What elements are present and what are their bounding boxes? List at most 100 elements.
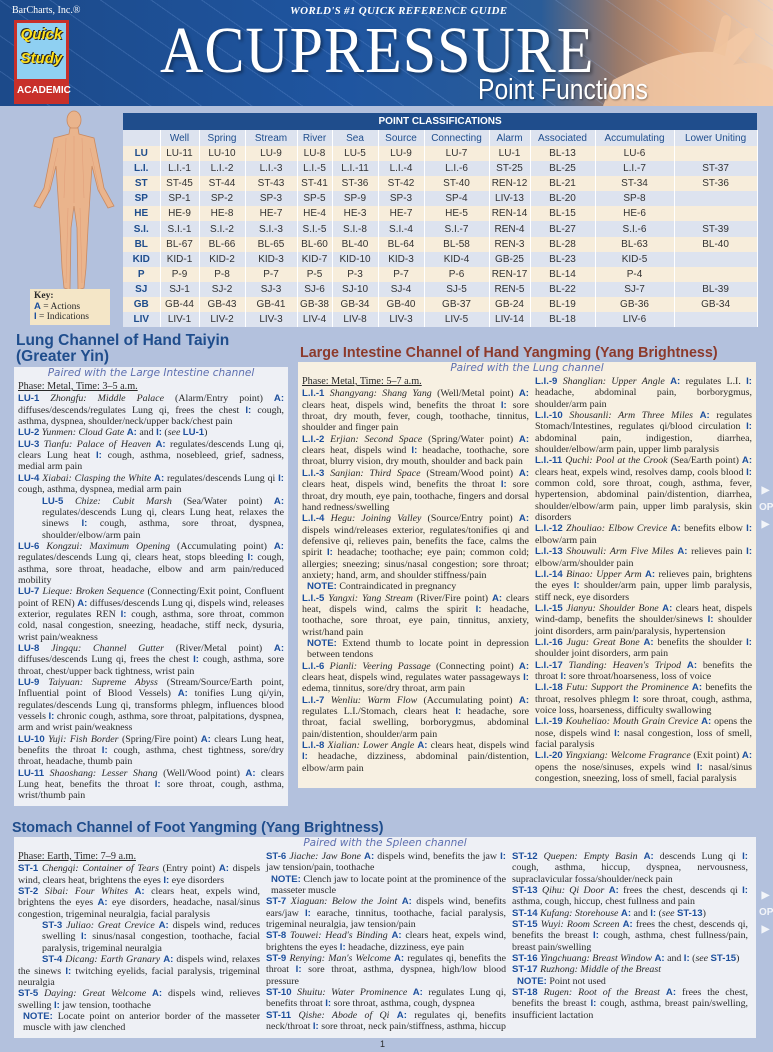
table-cell: LIV-2 xyxy=(199,312,246,328)
table-cell: BL-25 xyxy=(530,161,596,177)
indications-label: I: xyxy=(80,931,87,943)
actions-label: A: xyxy=(518,388,529,400)
point-code: L.I.-7 xyxy=(302,694,325,706)
indications-label: I: xyxy=(590,998,597,1010)
indications-label: I: xyxy=(193,654,199,666)
table-cell: L.I.-3 xyxy=(245,161,298,177)
actions-label: A: xyxy=(518,694,530,706)
table-cell: ST-36 xyxy=(674,176,758,192)
actions-label: A: xyxy=(364,851,375,862)
actions-label: A: xyxy=(620,907,632,919)
actions-label: A: xyxy=(643,851,654,862)
table-cell: BL-40 xyxy=(332,236,379,252)
indications-label: I: xyxy=(560,670,567,682)
indications-text: cough, asthma, sore throat, chest/upper … xyxy=(18,654,285,677)
table-row: LIV LIV-1 LIV-2 LIV-3 LIV-4 LIV-8 LIV-3 LIV-5 LI… xyxy=(123,312,758,328)
indications-text: cough, asthma, chest fullness/pain, brea… xyxy=(512,930,749,953)
publisher-name: BarCharts, Inc.® xyxy=(12,5,81,16)
point-code: L.I.-1 xyxy=(302,388,325,400)
table-cell: ST-42 xyxy=(378,176,425,192)
point-name: Xiabai: Clasping the White xyxy=(42,472,152,484)
table-cell: KID-2 xyxy=(199,251,246,267)
indications-label: I: xyxy=(101,745,108,757)
table-cell: REN-5 xyxy=(489,281,531,297)
open-tab[interactable]: ▶OPEN▶ xyxy=(759,887,773,938)
indications-text: cough, asthma, dyspnea, shoulder/neck/up… xyxy=(18,404,285,428)
indications-label: I: xyxy=(325,998,332,1010)
point-entry: LU-9 Taiyuan: Supreme Abyss (Stream/Sour… xyxy=(18,677,284,734)
table-cell: LIV-8 xyxy=(332,312,379,328)
point-type: (Alarm/Entry point) xyxy=(175,393,263,405)
table-cell: ST-44 xyxy=(199,176,246,192)
point-name: Rugen: Root of the Breast xyxy=(543,987,660,999)
indications-label: I: xyxy=(746,523,753,535)
indications-label: I: xyxy=(339,941,346,953)
point-code: L.I.-11 xyxy=(535,455,563,467)
actions-text: benefits the throat, resolves phlegm xyxy=(535,682,752,705)
actions-label: A: xyxy=(622,919,633,931)
see-text: see xyxy=(695,953,709,965)
note-text: Contraindicated in pregnancy xyxy=(339,581,457,593)
stomach-channel-title: Stomach Channel of Foot Yangming (Yang B… xyxy=(12,820,384,836)
table-cell: GB-38 xyxy=(297,296,333,313)
actions-text: dispels wind, relaxes the sinews xyxy=(18,954,260,977)
row-label: S.I. xyxy=(123,221,161,237)
indications-text: elbow/arm pain xyxy=(535,534,597,546)
point-entry: ST-4 Dicang: Earth Granary A: dispels wi… xyxy=(18,954,260,988)
human-body-illustration xyxy=(33,110,115,291)
point-entry: ST-12 Quepen: Empty Basin A: descends Lu… xyxy=(512,851,748,885)
point-name: Quchi: Pool at the Crook xyxy=(565,455,668,467)
large-intestine-channel-section: Paired with the Lung channel Phase: Meta… xyxy=(298,362,756,789)
table-cell: L.I.-2 xyxy=(199,161,246,177)
indications-text: earache, tinnitus, toothache, facial par… xyxy=(266,907,507,931)
table-row: BL BL-67 BL-66 BL-65 BL-60 BL-40 BL-64 BL-58 REN… xyxy=(123,236,758,252)
point-type: (Spring/Fire point) xyxy=(121,733,198,745)
open-tab[interactable]: ▶OPEN▶ xyxy=(759,482,773,533)
point-code: L.I.-17 xyxy=(535,659,563,671)
actions-text: clears Lung heat, benefits the throat xyxy=(18,767,285,791)
point-code: L.I.-4 xyxy=(302,513,325,525)
actions-label: A: xyxy=(218,863,229,875)
table-cell: LU-9 xyxy=(245,146,298,162)
actions-text: diffuses/descends Lung qi, frees the che… xyxy=(18,654,190,666)
table-cell: BL-58 xyxy=(424,236,490,252)
table-cell: BL-64 xyxy=(378,236,425,252)
note: NOTE: Locate point on anterior border of… xyxy=(18,1011,260,1034)
point-entry: ST-8 Touwei: Head's Binding A: clears he… xyxy=(266,930,506,953)
point-entry: ST-6 Jiache: Jaw Bone A: dispels wind, b… xyxy=(266,851,506,874)
table-cell: HE-7 xyxy=(245,206,298,222)
point-type: (Entry point) xyxy=(162,863,216,875)
point-code: ST-13 xyxy=(512,885,538,897)
table-cell: ST-43 xyxy=(245,176,298,192)
point-code: LU-8 xyxy=(18,642,40,654)
table-row: L.I. L.I.-1 L.I.-2 L.I.-3 L.I.-5 L.I.-11 L.I.-… xyxy=(123,161,758,177)
point-name: Yangxi: Yang Stream xyxy=(328,592,413,604)
indications-text: headache, dizziness, eye pain xyxy=(348,941,465,953)
point-name: Lieque: Broken Sequence xyxy=(42,586,145,598)
point-name: Futu: Support the Prominence xyxy=(566,682,689,694)
table-cell: ST-37 xyxy=(674,161,758,177)
actions-text: regulates L.I./Stomach, clears heat xyxy=(302,706,450,718)
actions-text: clears Lung heat, benefits the throat xyxy=(18,733,284,757)
table-cell xyxy=(674,251,758,267)
point-type: (Connecting/Exit point, Confluent point … xyxy=(18,586,285,609)
column-header: Associated xyxy=(530,130,596,146)
indications-text: sore throat, asthma, dyspnea, high/low b… xyxy=(266,964,507,987)
table-cell: SP-8 xyxy=(595,191,675,207)
point-name: Wenliu: Warm Flow xyxy=(330,694,418,706)
note-text: Locate point on anterior border of the m… xyxy=(23,1010,261,1034)
table-cell: KID-10 xyxy=(332,251,379,267)
point-entry: L.I.-15 Jianyu: Shoulder Bone A: clears … xyxy=(535,603,752,637)
table-cell: HE-8 xyxy=(199,206,246,222)
point-code: L.I.-2 xyxy=(302,433,325,445)
point-code: LU-7 xyxy=(18,586,40,598)
point-code: L.I.-3 xyxy=(302,467,325,479)
actions-label: A: xyxy=(77,597,88,609)
table-row: GB GB-44 GB-43 GB-41 GB-38 GB-34 GB-40 GB-37 GB-… xyxy=(123,296,758,313)
indications-text: eye disorders xyxy=(171,874,225,886)
table-cell: S.I.-2 xyxy=(199,221,246,237)
actions-label: A: xyxy=(245,767,256,779)
logo-text: ACADEMIC xyxy=(17,85,71,96)
table-cell: HE-4 xyxy=(297,206,333,222)
point-code: LU-6 xyxy=(18,540,40,552)
